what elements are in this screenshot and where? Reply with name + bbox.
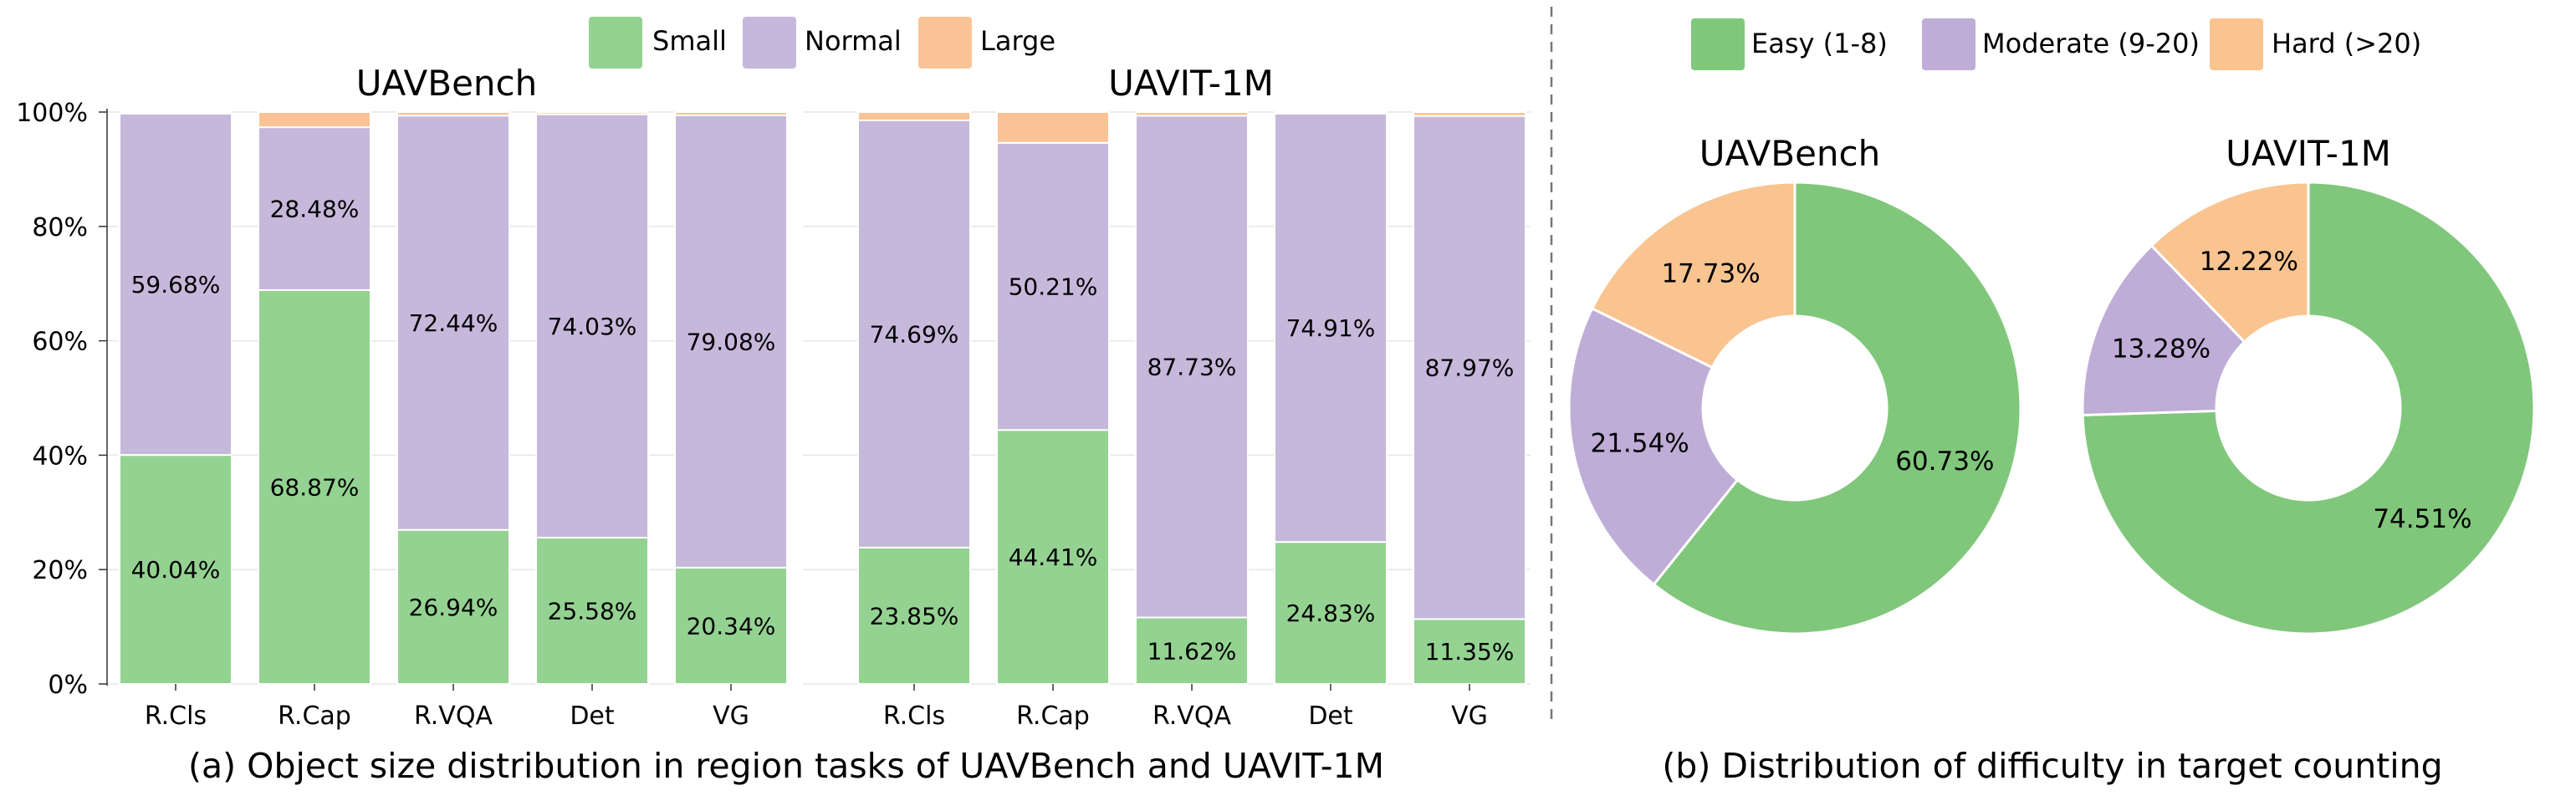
bar-normal-vg <box>674 114 788 569</box>
bar-large-vg <box>1413 111 1526 117</box>
donut-title: UAVBench <box>1699 133 1881 174</box>
data-label: 79.08% <box>687 328 776 355</box>
donut-slice-label: 74.51% <box>2373 504 2471 534</box>
bar-small-det <box>1274 541 1388 685</box>
legend-label-hard: Hard (>20) <box>2272 28 2421 59</box>
x-tick-label: R.Cls <box>145 702 207 731</box>
data-label: 87.73% <box>1147 353 1237 380</box>
legend-label-normal: Normal <box>805 25 902 57</box>
caption-a: (a) Object size distribution in region t… <box>188 746 1384 786</box>
bar-normal-det <box>535 113 649 539</box>
bar-large-det <box>1274 111 1388 115</box>
donut-slice-easy <box>1652 181 2022 635</box>
bar-small-rvqa <box>396 528 510 686</box>
y-tick-label: 100% <box>16 99 88 128</box>
x-tick-label: R.Cap <box>278 702 351 731</box>
donut-title: UAVIT-1M <box>2226 133 2391 174</box>
x-tick-label: R.VQA <box>414 702 493 731</box>
legend-label-easy: Easy (1-8) <box>1751 28 1888 59</box>
data-label: 26.94% <box>409 594 498 621</box>
donut-slice-hard <box>1590 181 1797 370</box>
y-tick-label: 60% <box>32 328 88 357</box>
legend-swatch-large <box>918 17 972 69</box>
bar-normal-rcap <box>996 141 1110 431</box>
data-label: 74.91% <box>1286 314 1376 342</box>
donut-slice-easy <box>2081 181 2536 635</box>
bar-chart-uavbench: 0% 20% 40% 60% 80% 100% UAVBench 40.04% 59.68% R.… <box>16 63 788 731</box>
bar-large-rcls <box>119 111 233 115</box>
data-label: 74.69% <box>870 320 959 348</box>
data-label: 28.48% <box>270 196 360 223</box>
bar-large-rcap <box>258 111 371 129</box>
x-tick-label: Det <box>1308 702 1353 731</box>
y-tick-label: 40% <box>32 441 88 471</box>
legend-label-large: Large <box>980 25 1055 57</box>
donut-chart-uavbench: UAVBench 60.73% 21.54% 17.73% <box>1567 133 2022 635</box>
legend-swatch-moderate <box>1922 18 1975 70</box>
bar-small-rvqa <box>1135 616 1249 686</box>
legend-swatch-easy <box>1691 18 1745 70</box>
x-tick-label: R.Cap <box>1016 702 1090 731</box>
legend-a: Small Normal Large <box>589 17 1055 69</box>
x-tick-label: R.Cls <box>883 702 945 731</box>
legend-swatch-small <box>589 17 642 69</box>
y-tick-label: 20% <box>32 556 88 585</box>
chart-title: UAVIT-1M <box>1108 63 1274 104</box>
bar-large-rvqa <box>1135 111 1249 117</box>
donut-slice-hard <box>2149 181 2310 344</box>
x-tick-label: R.VQA <box>1153 702 1231 731</box>
legend-swatch-normal <box>743 17 796 69</box>
data-label: 50.21% <box>1009 273 1098 301</box>
donut-slice-label: 21.54% <box>1590 428 1689 458</box>
bar-normal-rvqa <box>1135 115 1249 619</box>
bar-large-vg <box>674 111 788 116</box>
data-label: 74.03% <box>548 313 637 340</box>
donut-slice-label: 17.73% <box>1661 259 1760 289</box>
legend-b: Easy (1-8) Moderate (9-20) Hard (>20) <box>1691 18 2421 70</box>
legend-swatch-hard <box>2210 18 2263 70</box>
data-label: 11.62% <box>1147 637 1237 665</box>
caption-b: (b) Distribution of difficulty in target… <box>1662 746 2442 786</box>
bar-normal-rvqa <box>396 115 510 531</box>
y-tick-label: 80% <box>32 213 88 242</box>
bar-chart-uavit: UAVIT-1M 23.85% 74.69% R.Cls 44.41% 50.21% R.C… <box>803 63 1531 731</box>
data-label: 24.83% <box>1286 600 1376 627</box>
data-label: 20.34% <box>687 612 776 640</box>
donut-slice-moderate <box>2081 243 2246 416</box>
data-label: 68.87% <box>270 473 360 501</box>
data-label: 40.04% <box>131 556 221 584</box>
data-label: 23.85% <box>870 602 959 630</box>
bar-small-rcls <box>857 546 971 686</box>
bar-normal-rcap <box>258 126 371 291</box>
data-label: 87.97% <box>1425 355 1515 382</box>
donut-slice-label: 12.22% <box>2200 247 2298 277</box>
bar-large-rvqa <box>396 111 510 117</box>
x-tick-label: VG <box>713 702 749 731</box>
y-tick-label: 0% <box>48 671 88 700</box>
bar-small-rcap <box>258 288 371 685</box>
donut-slice-label: 13.28% <box>2112 334 2211 364</box>
data-label: 11.35% <box>1425 638 1515 666</box>
donut-slice-moderate <box>1567 306 1740 587</box>
legend-label-moderate: Moderate (9-20) <box>1982 28 2200 59</box>
donut-chart-uavit: UAVIT-1M 74.51% 13.28% 12.22% <box>2081 133 2536 635</box>
chart-title: UAVBench <box>356 63 538 104</box>
data-label: 59.68% <box>131 271 221 298</box>
x-tick-label: VG <box>1451 702 1488 731</box>
bar-large-rcap <box>996 111 1110 144</box>
data-label: 25.58% <box>548 598 637 625</box>
bar-small-rcap <box>996 429 1110 685</box>
data-label: 44.41% <box>1009 543 1098 571</box>
bar-normal-rcls <box>857 119 971 549</box>
x-tick-label: Det <box>570 702 615 731</box>
data-label: 72.44% <box>409 309 498 337</box>
legend-label-small: Small <box>652 25 727 57</box>
bar-normal-det <box>1274 112 1388 543</box>
bar-normal-vg <box>1413 115 1526 620</box>
donut-slice-label: 60.73% <box>1895 446 1994 477</box>
bar-large-rcls <box>857 111 971 121</box>
bar-large-det <box>535 111 649 115</box>
